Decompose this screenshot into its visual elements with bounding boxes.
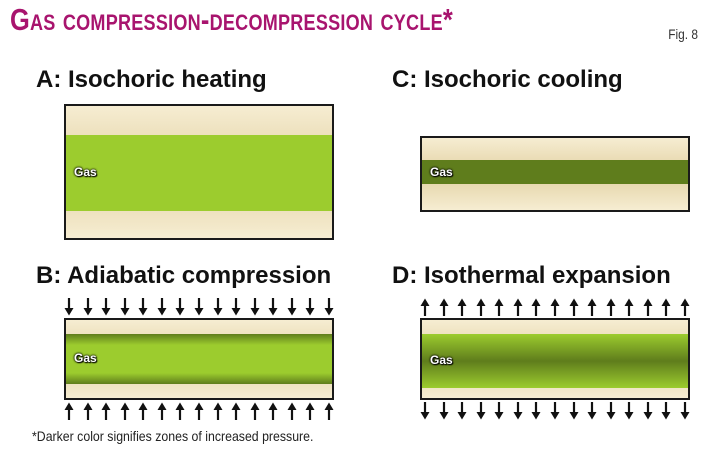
- panel-d-gas-label: Gas: [430, 353, 453, 367]
- arrow-down-icon: [175, 298, 185, 316]
- panel-c-gas-label: Gas: [430, 165, 453, 179]
- arrow-up-icon: [268, 402, 278, 420]
- arrow-down-icon: [587, 402, 597, 420]
- panel-d-title: D: Isothermal expansion: [392, 262, 671, 289]
- panel-b-container: Gas: [64, 318, 334, 400]
- arrow-down-icon: [494, 402, 504, 420]
- arrow-up-icon: [101, 402, 111, 420]
- arrow-up-icon: [420, 298, 430, 316]
- panel-b-gas-band: [66, 334, 332, 384]
- diagram-title: Gas compression-decompression cycle*: [10, 2, 454, 37]
- arrow-down-icon: [661, 402, 671, 420]
- arrow-down-icon: [569, 402, 578, 420]
- arrow-down-icon: [213, 298, 222, 316]
- arrow-down-icon: [268, 298, 278, 316]
- arrow-down-icon: [250, 298, 260, 316]
- arrow-up-icon: [120, 402, 130, 420]
- arrow-up-icon: [250, 402, 260, 420]
- panel-b-top-arrows: [64, 298, 334, 316]
- arrow-down-icon: [680, 402, 690, 420]
- panel-a-title: A: Isochoric heating: [36, 66, 267, 93]
- arrow-down-icon: [624, 402, 634, 420]
- panel-a-gas-band: [66, 135, 332, 211]
- arrow-down-icon: [420, 402, 430, 420]
- arrow-up-icon: [64, 402, 74, 420]
- panel-d-container: Gas: [420, 318, 690, 400]
- arrow-up-icon: [680, 298, 690, 316]
- arrow-up-icon: [287, 402, 297, 420]
- panel-c-title: C: Isochoric cooling: [392, 66, 623, 93]
- arrow-up-icon: [157, 402, 167, 420]
- arrow-down-icon: [513, 402, 523, 420]
- arrow-down-icon: [101, 298, 111, 316]
- arrow-down-icon: [64, 298, 74, 316]
- arrow-up-icon: [324, 402, 334, 420]
- panel-a-container: Gas: [64, 104, 334, 240]
- arrow-up-icon: [83, 402, 93, 420]
- panel-a-gas-label: Gas: [74, 165, 97, 179]
- arrow-up-icon: [439, 298, 449, 316]
- arrow-down-icon: [439, 402, 449, 420]
- arrow-up-icon: [138, 402, 148, 420]
- panel-c-container: Gas: [420, 136, 690, 212]
- arrow-up-icon: [457, 298, 467, 316]
- panel-b-gas-label: Gas: [74, 351, 97, 365]
- footnote: *Darker color signifies zones of increas…: [32, 428, 314, 444]
- arrow-down-icon: [120, 298, 130, 316]
- arrow-down-icon: [305, 298, 315, 316]
- arrow-up-icon: [587, 298, 597, 316]
- arrow-up-icon: [213, 402, 222, 420]
- arrow-down-icon: [476, 402, 486, 420]
- arrow-down-icon: [138, 298, 148, 316]
- arrow-down-icon: [194, 298, 204, 316]
- arrow-up-icon: [624, 298, 634, 316]
- arrow-up-icon: [513, 298, 523, 316]
- arrow-up-icon: [194, 402, 204, 420]
- panel-b-title: B: Adiabatic compression: [36, 262, 332, 289]
- arrow-down-icon: [231, 298, 241, 316]
- arrow-up-icon: [494, 298, 504, 316]
- arrow-down-icon: [157, 298, 167, 316]
- panel-d-gas-band: [422, 334, 688, 388]
- arrow-down-icon: [287, 298, 297, 316]
- arrow-down-icon: [550, 402, 560, 420]
- arrow-up-icon: [175, 402, 185, 420]
- panel-c-gas-band: [422, 160, 688, 184]
- arrow-up-icon: [661, 298, 671, 316]
- figure-number: Fig. 8: [668, 26, 698, 42]
- panel-b-bottom-arrows: [64, 402, 334, 420]
- arrow-up-icon: [531, 298, 541, 316]
- arrow-up-icon: [643, 298, 653, 316]
- arrow-up-icon: [606, 298, 616, 316]
- arrow-down-icon: [531, 402, 541, 420]
- arrow-up-icon: [569, 298, 578, 316]
- arrow-down-icon: [324, 298, 334, 316]
- arrow-up-icon: [550, 298, 560, 316]
- arrow-down-icon: [83, 298, 93, 316]
- panel-d-bottom-arrows: [420, 402, 690, 420]
- arrow-down-icon: [643, 402, 653, 420]
- arrow-up-icon: [305, 402, 315, 420]
- arrow-down-icon: [606, 402, 616, 420]
- arrow-up-icon: [231, 402, 241, 420]
- panel-d-top-arrows: [420, 298, 690, 316]
- arrow-up-icon: [476, 298, 486, 316]
- arrow-down-icon: [457, 402, 467, 420]
